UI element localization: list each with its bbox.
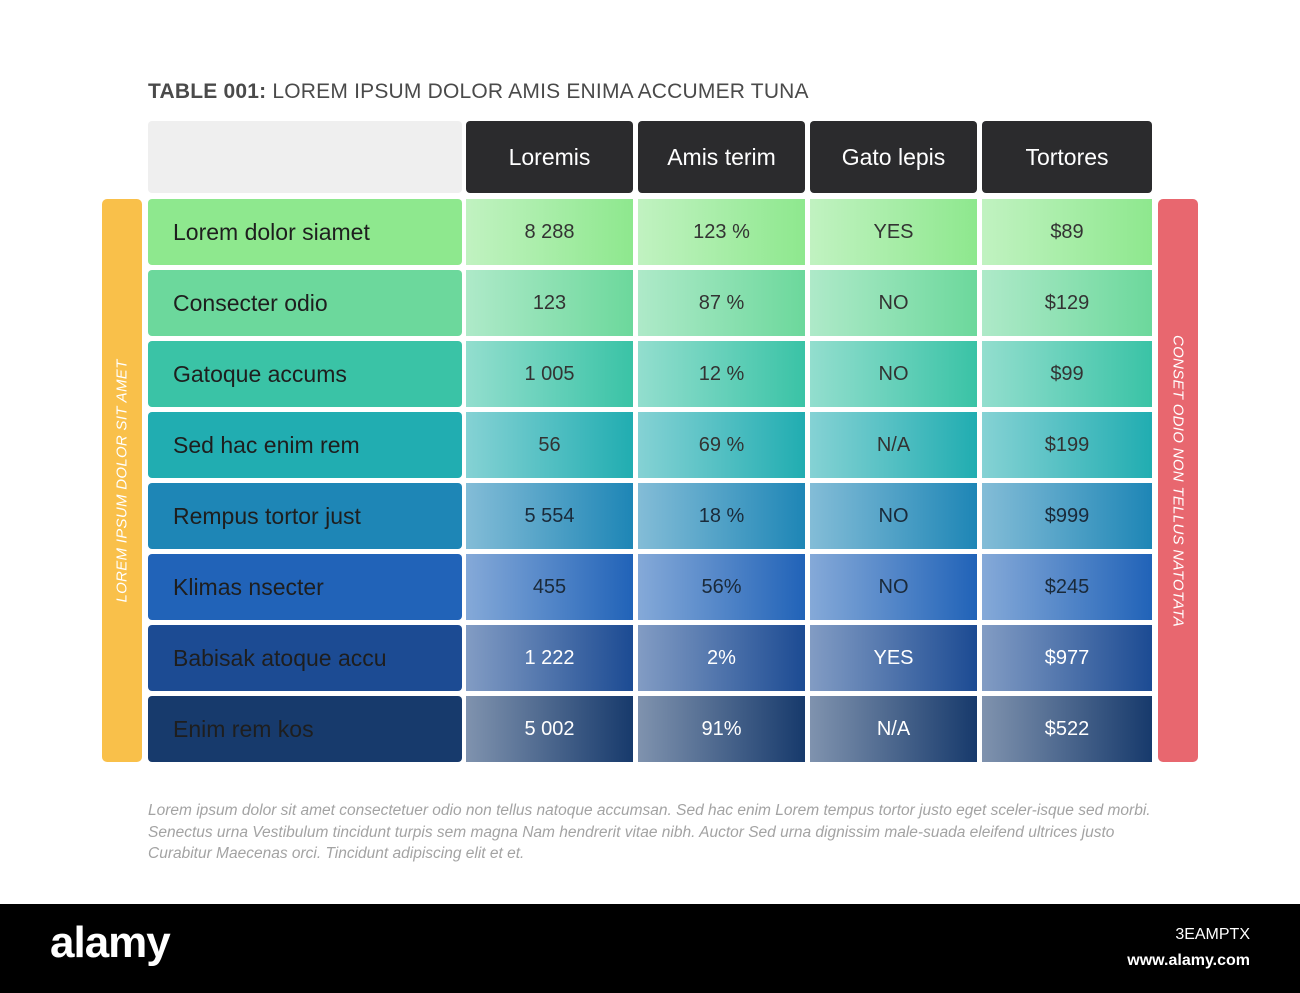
table-title: TABLE 001: LOREM IPSUM DOLOR AMIS ENIMA … [148,80,809,104]
table-cell: NO [810,270,977,336]
table-cell: 56 [466,412,633,478]
table-cell: $89 [982,199,1152,265]
row-label: Consecter odio [148,270,462,336]
table-cell: N/A [810,696,977,762]
table-title-prefix: TABLE 001: [148,80,267,103]
right-side-label: CONSET ODIO NON TELLUS NATOTATA [1169,334,1187,627]
table-cell: 5 002 [466,696,633,762]
table-cell: 69 % [638,412,805,478]
brand-logo: alamy [50,918,171,967]
table-cell: $522 [982,696,1152,762]
left-side-label: LOREM IPSUM DOLOR SIT AMET [113,358,131,603]
table-cell: 8 288 [466,199,633,265]
row-label: Gatoque accums [148,341,462,407]
table-title-text: LOREM IPSUM DOLOR AMIS ENIMA ACCUMER TUN… [272,80,809,103]
table-cell: $129 [982,270,1152,336]
footer-bar: alamy 3EAMPTX www.alamy.com [0,904,1300,993]
table-cell: $245 [982,554,1152,620]
table-cell: N/A [810,412,977,478]
row-label: Klimas nsecter [148,554,462,620]
left-side-bar: LOREM IPSUM DOLOR SIT AMET [102,199,142,762]
table-cell: $99 [982,341,1152,407]
header-corner-cell [148,121,462,193]
row-label: Enim rem kos [148,696,462,762]
row-label: Babisak atoque accu [148,625,462,691]
table-cell: 123 % [638,199,805,265]
table-cell: NO [810,554,977,620]
column-header: Amis terim [638,121,805,193]
table-cell: 12 % [638,341,805,407]
table-cell: 18 % [638,483,805,549]
table-cell: $977 [982,625,1152,691]
table-cell: $999 [982,483,1152,549]
table-cell: 2% [638,625,805,691]
table-cell: 56% [638,554,805,620]
row-label: Lorem dolor siamet [148,199,462,265]
table-cell: 91% [638,696,805,762]
footnote: Lorem ipsum dolor sit amet consectetuer … [148,802,1151,862]
table-cell: 123 [466,270,633,336]
table-cell: NO [810,483,977,549]
table-cell: 1 005 [466,341,633,407]
table-cell: 87 % [638,270,805,336]
column-header: Loremis [466,121,633,193]
image-id: 3EAMPTX [1175,926,1250,943]
table-cell: 455 [466,554,633,620]
table-cell: 5 554 [466,483,633,549]
table-cell: YES [810,625,977,691]
column-header: Tortores [982,121,1152,193]
table-cell: $199 [982,412,1152,478]
row-label: Sed hac enim rem [148,412,462,478]
table-cell: NO [810,341,977,407]
row-label: Rempus tortor just [148,483,462,549]
column-header: Gato lepis [810,121,977,193]
site-url[interactable]: www.alamy.com [1127,952,1250,969]
right-side-bar: CONSET ODIO NON TELLUS NATOTATA [1158,199,1198,762]
table-cell: YES [810,199,977,265]
table-cell: 1 222 [466,625,633,691]
